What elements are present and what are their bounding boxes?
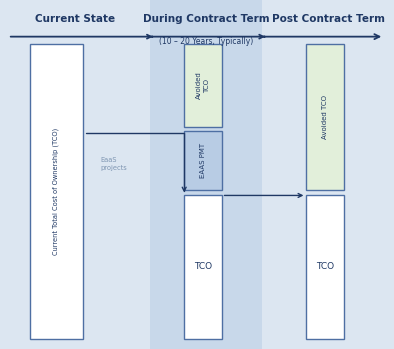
- Text: EAAS PMT: EAAS PMT: [200, 143, 206, 178]
- Text: (10 – 20 Years, Typically): (10 – 20 Years, Typically): [159, 37, 253, 46]
- Text: Avoided TCO: Avoided TCO: [322, 95, 328, 139]
- Bar: [306, 44, 344, 190]
- Text: TCO: TCO: [194, 262, 212, 272]
- Text: Current Total Cost of Ownership (TCO): Current Total Cost of Ownership (TCO): [53, 127, 59, 255]
- Text: During Contract Term: During Contract Term: [143, 14, 269, 24]
- Bar: [184, 131, 221, 190]
- Text: Avoided
TCO: Avoided TCO: [196, 72, 210, 99]
- Text: TCO: TCO: [316, 262, 334, 272]
- Text: Post Contract Term: Post Contract Term: [271, 14, 385, 24]
- Bar: [306, 195, 344, 339]
- Bar: [184, 44, 221, 127]
- FancyBboxPatch shape: [150, 0, 262, 349]
- Text: EaaS
projects: EaaS projects: [100, 157, 127, 171]
- Bar: [184, 195, 221, 339]
- Text: Current State: Current State: [35, 14, 115, 24]
- Bar: [30, 44, 83, 339]
